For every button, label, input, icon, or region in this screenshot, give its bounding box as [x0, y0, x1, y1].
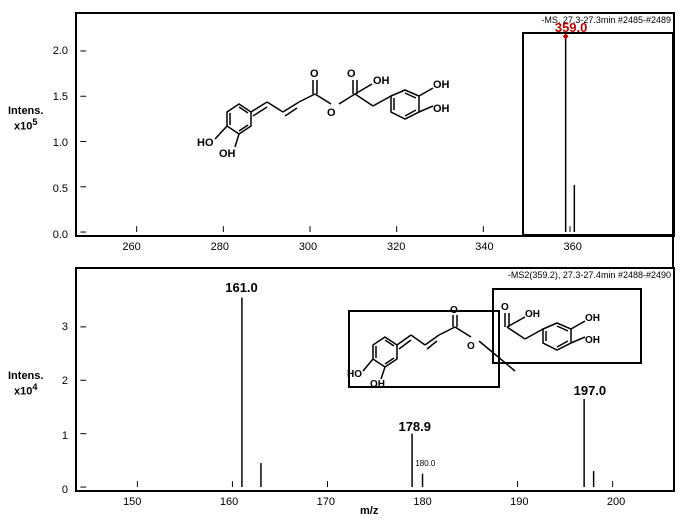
- intens-label: Intens.: [8, 105, 43, 117]
- svg-text:OH: OH: [219, 148, 236, 160]
- svg-text:O: O: [327, 107, 336, 119]
- svg-text:OH: OH: [525, 309, 540, 320]
- svg-text:O: O: [347, 68, 356, 80]
- svg-text:OH: OH: [585, 313, 600, 324]
- svg-text:HO: HO: [347, 369, 362, 380]
- top-y-title: Intens. x105: [8, 105, 43, 133]
- x-axis-label: m/z: [360, 505, 378, 517]
- svg-text:OH: OH: [373, 75, 390, 87]
- intens-label-2: Intens.: [8, 370, 43, 382]
- svg-text:OH: OH: [433, 79, 450, 91]
- top-highlight-box: [522, 32, 674, 236]
- svg-text:HO: HO: [197, 137, 214, 149]
- connector-line: [672, 237, 674, 267]
- top-y-scale: x105: [8, 117, 43, 133]
- svg-text:O: O: [467, 341, 475, 352]
- bottom-panel: -MS2(359.2), 27.3-27.4min #2488-#2490 HO…: [75, 267, 675, 492]
- bottom-y-title: Intens. x104: [8, 370, 43, 398]
- svg-text:OH: OH: [370, 379, 385, 390]
- bottom-y-scale: x104: [8, 382, 43, 398]
- top-panel: -MS, 27.3-27.3min #2485-#2489 HO OH: [75, 12, 675, 237]
- svg-text:OH: OH: [433, 103, 450, 115]
- svg-text:O: O: [501, 302, 509, 313]
- molecule-top: HO OH O O O OH: [197, 54, 507, 164]
- svg-text:O: O: [310, 68, 319, 80]
- svg-text:OH: OH: [585, 335, 600, 346]
- svg-text:O: O: [450, 305, 458, 316]
